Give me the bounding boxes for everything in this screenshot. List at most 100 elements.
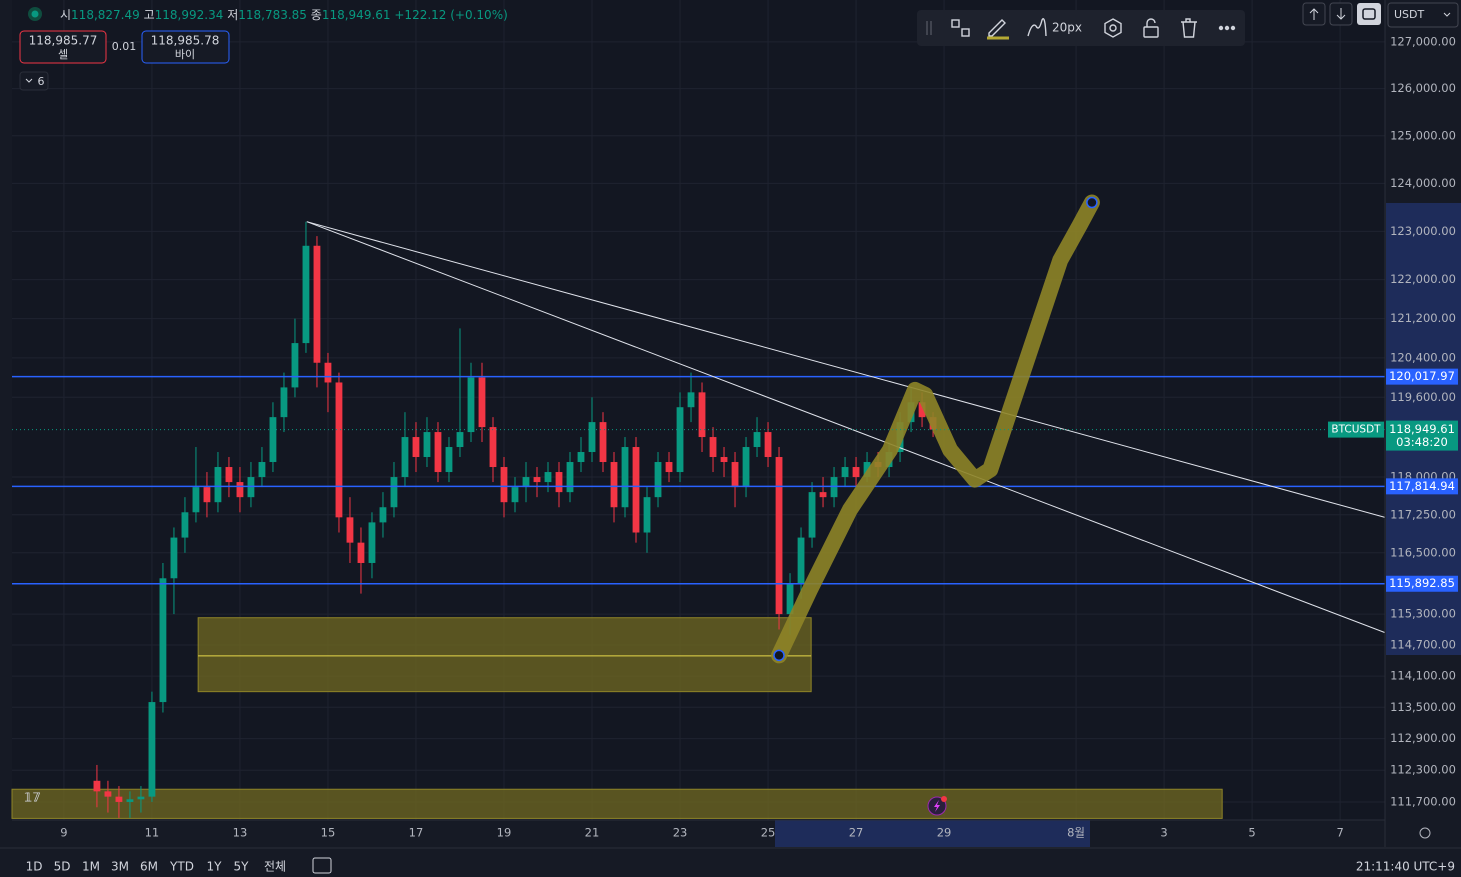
y-tick-label: 111,700.00: [1390, 794, 1456, 808]
candle-body: [511, 487, 519, 503]
candle-body: [786, 583, 794, 615]
price-line-tag: [1386, 368, 1458, 385]
candle-body: [687, 392, 695, 408]
timeframe-button[interactable]: 전체: [264, 860, 286, 874]
buy-button[interactable]: [141, 30, 230, 64]
y-tick-label: 124,000.00: [1390, 176, 1456, 190]
y-tick-label: 116,500.00: [1390, 545, 1456, 559]
candle-body: [93, 780, 101, 792]
candle-body: [918, 402, 926, 418]
clock: 21:11:40 UTC+9: [1356, 860, 1455, 874]
indicator-toggle[interactable]: [19, 71, 49, 91]
axes: 127,000.00 126,000.00 125,000.00 124,000.00…: [60, 34, 1456, 839]
event-bolt: [934, 800, 940, 812]
candle-body: [214, 467, 222, 503]
x-tick-label: 9: [60, 826, 67, 840]
x-range-highlight: [775, 820, 1090, 847]
trash-icon[interactable]: [1181, 18, 1197, 38]
change: +122.12 (+0.10%): [394, 8, 507, 22]
stroke-icon[interactable]: [1027, 18, 1047, 37]
candle-body: [203, 487, 211, 503]
open-label: 시: [60, 8, 71, 22]
price-line-tag: [1386, 575, 1458, 592]
sync-button[interactable]: [1357, 3, 1381, 25]
candle-body: [533, 477, 541, 483]
price-line-label: 115,892.85: [1389, 576, 1455, 590]
candle-body: [192, 487, 200, 513]
timeframe-button[interactable]: 1Y: [207, 860, 223, 874]
y-tick-label: 115,300.00: [1390, 607, 1456, 621]
y-tick-label: 120,400.00: [1390, 350, 1456, 364]
buy-label: 바이: [175, 48, 195, 61]
x-tick-label: 27: [849, 826, 864, 840]
candle-body: [390, 477, 398, 508]
x-tick-label: 15: [321, 826, 336, 840]
y-tick-label: 117,250.00: [1390, 507, 1456, 521]
price-line-label: 117,814.94: [1389, 479, 1455, 493]
candle-body: [621, 447, 629, 508]
pencil-icon[interactable]: [988, 19, 1006, 37]
candle-body: [643, 497, 651, 533]
candle-body: [467, 377, 475, 433]
candle-body: [346, 517, 354, 543]
countdown: 03:48:20: [1396, 435, 1448, 449]
logo: 𝟙𝟟: [24, 791, 41, 805]
y-tick-label: 126,000.00: [1390, 81, 1456, 95]
timeframe-button[interactable]: 5Y: [234, 860, 250, 874]
candle-body: [742, 447, 750, 488]
templates-icon-2: [961, 28, 970, 37]
date-range-icon[interactable]: [312, 857, 332, 874]
candle-body: [313, 245, 321, 363]
y-tick-label: 123,000.00: [1390, 224, 1456, 238]
x-tick-label: 29: [937, 826, 952, 840]
indicator-count: 6: [38, 75, 45, 88]
close: 118,949.61: [322, 8, 391, 22]
candle-body: [456, 432, 464, 448]
timeframe-button[interactable]: 1M: [82, 860, 100, 874]
stroke-size[interactable]: 20px: [1052, 21, 1082, 35]
more-dot[interactable]: [1218, 25, 1224, 31]
timeframe-button[interactable]: 3M: [111, 860, 129, 874]
currency-select[interactable]: [1387, 2, 1459, 28]
candle-body: [225, 467, 233, 483]
candle-body: [654, 462, 662, 498]
drag-handle[interactable]: [926, 21, 932, 35]
x-tick-label: 17: [409, 826, 424, 840]
sell-label: 셀: [58, 48, 68, 61]
candle-body: [676, 407, 684, 473]
candle-body: [632, 447, 640, 533]
candle-body: [236, 482, 244, 498]
y-tick-label: 114,100.00: [1390, 669, 1456, 683]
candle-body: [665, 462, 673, 473]
settings-icon[interactable]: [1104, 18, 1122, 38]
timeframe-button[interactable]: 1D: [26, 860, 43, 874]
timeframe-button[interactable]: 5D: [54, 860, 71, 874]
candle-body: [863, 462, 871, 478]
candle-body: [291, 343, 299, 388]
timeframes: 1D 5D 1M 3M 6M YTD 1Y 5Y 전체: [26, 860, 286, 874]
axis-settings[interactable]: [1419, 827, 1431, 839]
candle-body: [258, 462, 266, 478]
candle-body: [335, 382, 343, 518]
templates-icon[interactable]: [951, 19, 960, 28]
candle-body: [357, 542, 365, 563]
x-tick-label: 5: [1248, 826, 1255, 840]
candle-body: [412, 437, 420, 458]
timeframe-button[interactable]: YTD: [169, 860, 194, 874]
brush-handle: [773, 649, 785, 662]
more-dot: [1230, 25, 1236, 31]
zone: [197, 617, 812, 693]
candle-body: [368, 522, 376, 563]
sell-button[interactable]: [19, 30, 107, 64]
zones: [11, 617, 1223, 819]
lock-icon[interactable]: [1143, 26, 1159, 38]
timeframe-button[interactable]: 6M: [140, 860, 158, 874]
candle-body: [401, 437, 409, 478]
x-tick-label: 25: [761, 826, 776, 840]
close-label: 종: [311, 8, 322, 22]
candle-body: [104, 791, 112, 797]
candle-body: [555, 472, 563, 493]
candle-body: [522, 477, 530, 488]
trend-line: [306, 221, 1386, 634]
